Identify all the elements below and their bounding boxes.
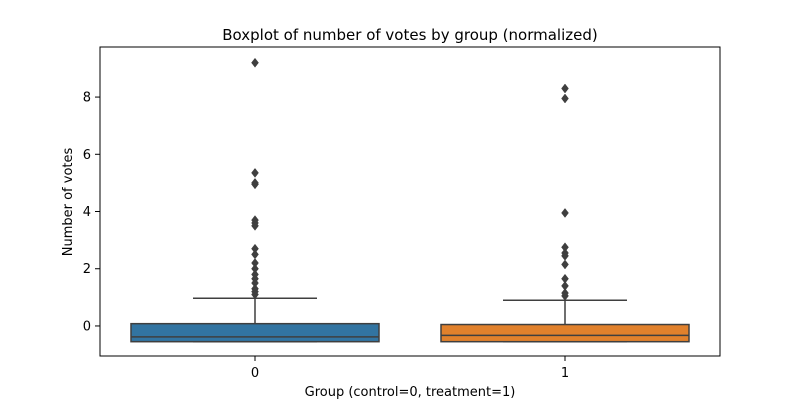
box-iqr [440,323,690,343]
x-axis-label: Group (control=0, treatment=1) [305,385,516,400]
outlier-point [251,289,259,300]
outlier-point [561,208,569,218]
y-tick-label: 6 [83,148,91,163]
y-tick-label: 8 [83,91,91,106]
y-axis-label: Number of votes [61,148,76,257]
chart-title: Boxplot of number of votes by group (nor… [222,26,597,44]
y-tick-label: 2 [83,262,91,277]
outlier-point [251,179,259,190]
outlier-point [251,220,259,231]
y-tick-label: 0 [83,319,91,334]
outlier-point [561,291,569,301]
outlier-point [251,167,259,178]
x-tick-label: 1 [561,366,569,381]
box-iqr [130,322,380,343]
plot-frame [99,46,721,357]
outlier-point [561,93,569,104]
outlier-point [561,83,569,94]
y-tick-label: 4 [83,205,91,220]
outlier-point [561,259,569,270]
outlier-point [251,57,259,68]
plot-area: 0 2 4 6 8 0 1 [83,46,721,381]
x-tick-label: 0 [251,366,259,381]
